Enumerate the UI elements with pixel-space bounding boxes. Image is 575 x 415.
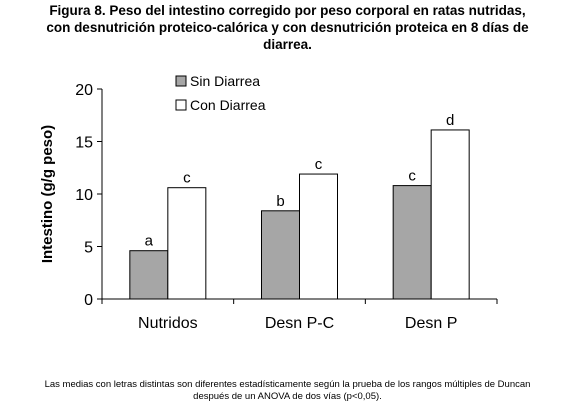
bar-chart: 0 5 10 15 20 Intestino (g/g peso) a c Nutridos b c… (39, 73, 498, 332)
title-line-1: Figura 8. Peso del intestino corregido p… (49, 3, 526, 18)
legend-label: Con Diarrea (190, 97, 266, 113)
bar-significance-label: b (276, 193, 284, 210)
bar-significance-label: d (446, 112, 454, 129)
y-tick-label: 10 (75, 187, 93, 204)
bar-significance-label: a (145, 233, 154, 250)
legend-swatch (175, 75, 187, 87)
bar-con-diarrea (167, 187, 207, 300)
footnote-line-2: después de un ANOVA de dos vías (p<0,05)… (193, 391, 382, 402)
footnote-line-1: Las medias con letras distintas son dife… (44, 379, 531, 390)
title-line-3: diarrea. (263, 37, 312, 52)
bar-significance-label: c (183, 170, 191, 187)
y-tick-label: 15 (75, 135, 93, 152)
legend-swatch (175, 99, 187, 111)
bar-significance-label: c (408, 168, 416, 185)
title-line-2: con desnutrición proteico-calórica y con… (46, 20, 529, 35)
legend-label: Sin Diarrea (190, 73, 260, 89)
y-tick-label: 0 (84, 292, 93, 309)
y-tick-label: 20 (75, 82, 93, 99)
bar-sin-diarrea (261, 210, 300, 300)
x-tick-label: Desn P-C (265, 315, 334, 332)
x-tick-label: Nutridos (138, 315, 198, 332)
x-tick-label: Desn P (405, 315, 457, 332)
bar-significance-label: c (315, 156, 323, 173)
footnote: Las medias con letras distintas son dife… (0, 379, 575, 403)
y-tick-label: 5 (84, 240, 93, 257)
y-axis-label: Intestino (g/g peso) (39, 125, 56, 263)
chart-title: Figura 8. Peso del intestino corregido p… (0, 2, 575, 53)
bar-con-diarrea (430, 129, 470, 300)
bar-con-diarrea (299, 173, 338, 300)
bar-sin-diarrea (392, 185, 432, 300)
bar-sin-diarrea (129, 250, 169, 300)
